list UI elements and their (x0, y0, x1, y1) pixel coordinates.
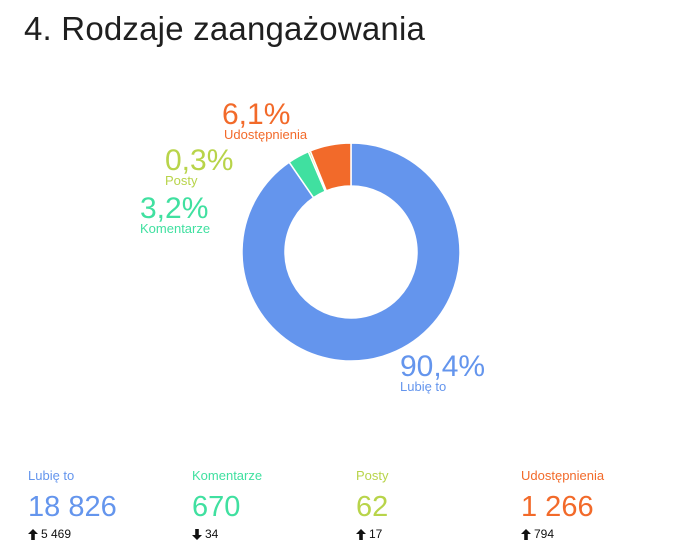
slice-percent-label: 6,1% (222, 98, 290, 131)
engagement-donut-chart: 90,4%Lubię to 3,2%Komentarze 0,3%Posty 6,1%… (140, 98, 485, 394)
stat-delta: 34 (192, 527, 262, 541)
stat-value: 1 266 (521, 491, 594, 523)
stat-delta-value: 794 (534, 527, 555, 541)
stat-value: 670 (192, 491, 241, 523)
donut-slice-likes (241, 142, 461, 362)
slice-percent-label: 90,4% (400, 350, 485, 383)
stat-delta-value: 5 469 (41, 527, 72, 541)
slice-name-label: Komentarze (140, 221, 210, 236)
stat-label: Udostępnienia (521, 468, 605, 483)
stat-delta-value: 17 (369, 527, 383, 541)
stat-label: Lubię to (28, 468, 75, 483)
page-title: 4. Rodzaje zaangażowania (24, 10, 426, 47)
slice-percent-label: 3,2% (140, 192, 208, 225)
stats-summary: Lubię to 18 826 5 469 Komentarze 670 34 … (0, 468, 679, 553)
donut-slice-shares (309, 142, 352, 192)
arrow-down-icon (192, 528, 202, 540)
stat-delta: 17 (356, 527, 389, 541)
stat-shares: Udostępnienia 1 266 794 (521, 468, 604, 541)
slice-name-label: Lubię to (400, 379, 446, 394)
stat-delta-value: 34 (205, 527, 219, 541)
stat-posts: Posty 62 17 (356, 468, 389, 541)
arrow-up-icon (356, 528, 366, 540)
stat-label: Posty (356, 468, 389, 483)
slice-name-label: Udostępnienia (224, 127, 308, 142)
slice-name-label: Posty (165, 173, 198, 188)
stat-delta: 5 469 (28, 527, 117, 541)
arrow-up-icon (28, 528, 38, 540)
stat-value: 62 (356, 491, 389, 523)
stat-likes: Lubię to 18 826 5 469 (28, 468, 117, 541)
stat-label: Komentarze (192, 468, 263, 483)
stat-delta: 794 (521, 527, 604, 541)
arrow-up-icon (521, 528, 531, 540)
stat-comments: Komentarze 670 34 (192, 468, 262, 541)
slice-percent-label: 0,3% (165, 144, 233, 177)
stat-value: 18 826 (28, 491, 117, 523)
